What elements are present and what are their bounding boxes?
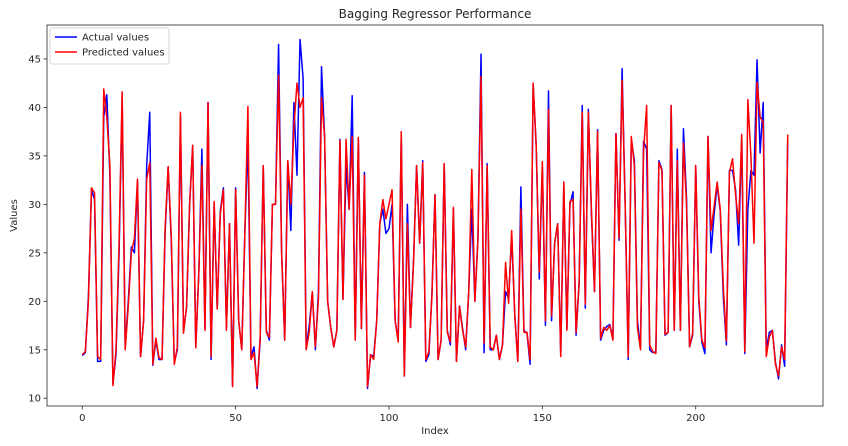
- y-axis-label: Values: [9, 199, 20, 232]
- x-tick-label: 100: [379, 413, 398, 424]
- x-axis: 0 50 100 150 200: [79, 406, 705, 424]
- y-tick-label: 15: [28, 345, 41, 356]
- legend-box: [49, 27, 170, 65]
- series-layer: [81, 38, 789, 390]
- legend: Actual values Predicted values: [49, 27, 170, 65]
- legend-label-actual: Actual values: [82, 33, 149, 44]
- y-tick-label: 25: [28, 248, 41, 259]
- y-tick-label: 35: [28, 151, 41, 162]
- y-axis: 10 15 20 25 30 35 40 45: [28, 54, 47, 405]
- plot-frame: [46, 24, 824, 407]
- x-tick-label: 200: [686, 413, 705, 424]
- x-tick-label: 0: [79, 413, 85, 424]
- y-tick-label: 40: [28, 103, 41, 114]
- x-axis-label: Index: [421, 426, 449, 437]
- y-tick-label: 45: [28, 54, 41, 65]
- y-tick-label: 10: [28, 394, 41, 405]
- y-tick-label: 30: [28, 200, 41, 211]
- legend-label-predicted: Predicted values: [82, 48, 165, 59]
- chart-title: Bagging Regressor Performance: [339, 7, 532, 21]
- y-tick-label: 20: [28, 297, 41, 308]
- x-tick-label: 50: [229, 413, 242, 424]
- predicted-values-line: [81, 74, 789, 388]
- x-tick-label: 150: [533, 413, 552, 424]
